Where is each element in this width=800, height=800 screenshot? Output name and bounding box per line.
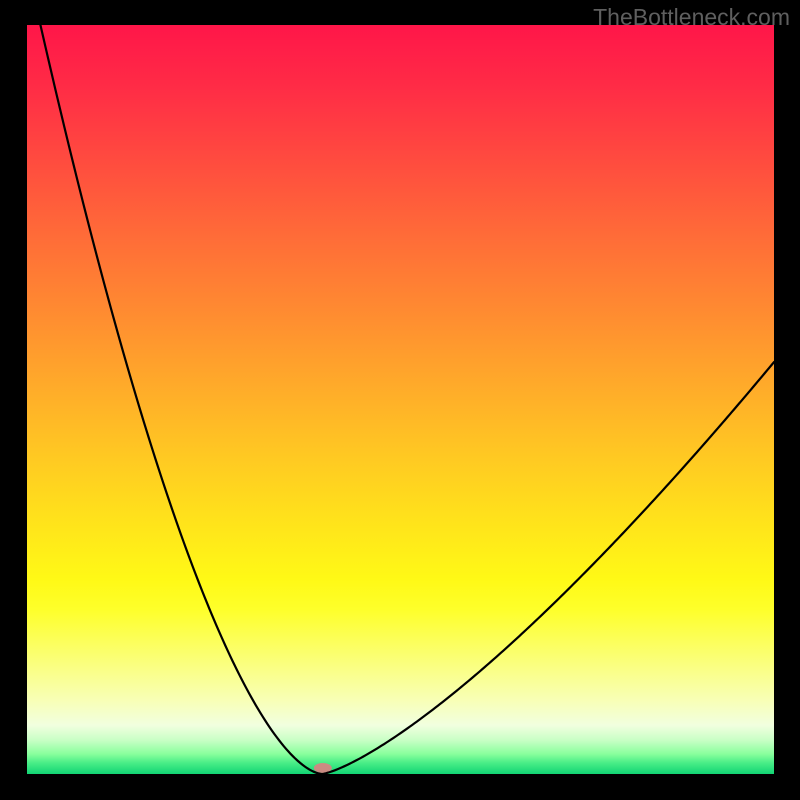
chart-container: TheBottleneck.com — [0, 0, 800, 800]
curve-layer — [27, 25, 774, 774]
watermark-text: TheBottleneck.com — [593, 4, 790, 31]
bottleneck-curve — [27, 0, 774, 774]
plot-area — [27, 25, 774, 774]
